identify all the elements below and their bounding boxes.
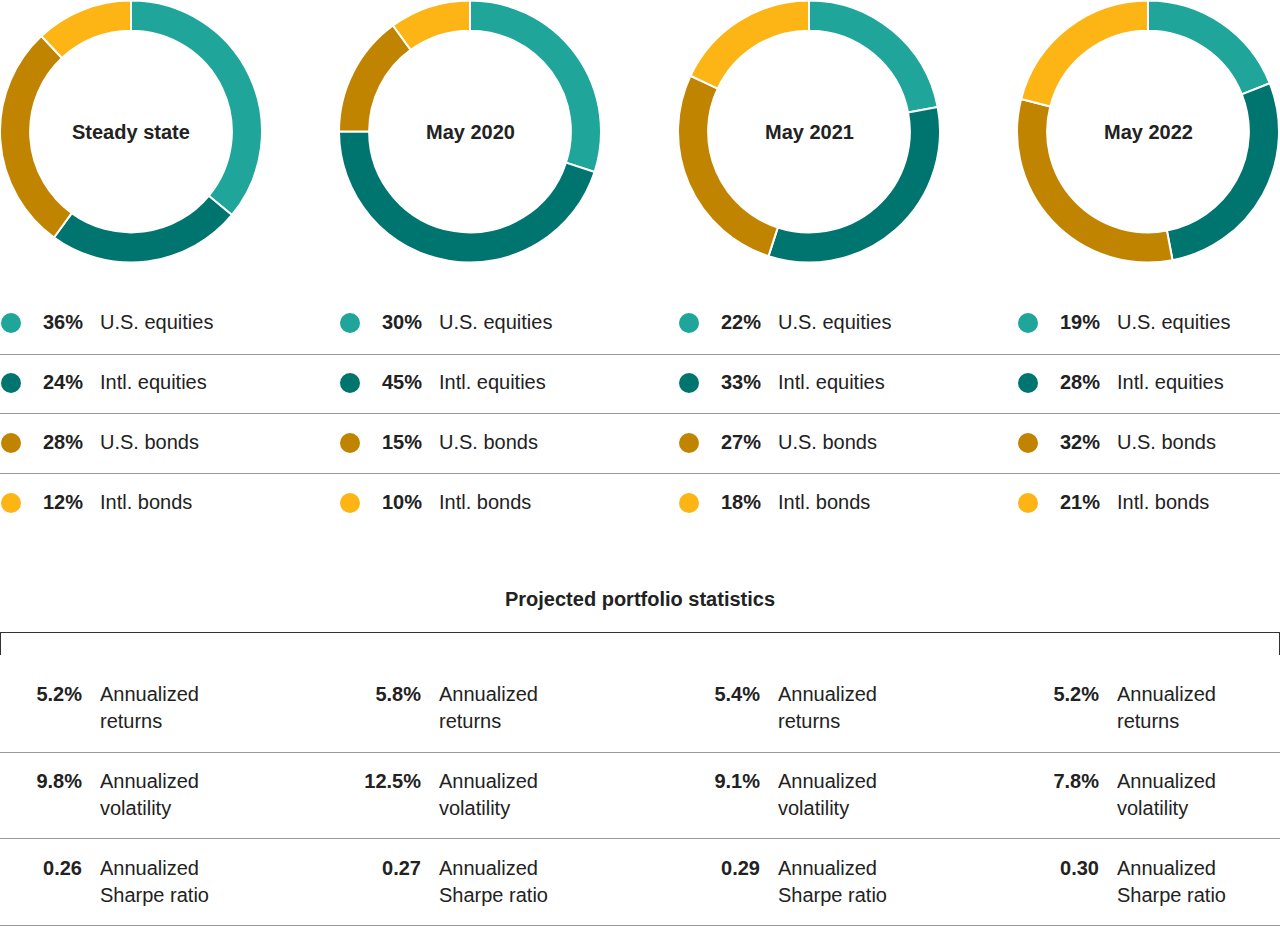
- html-text:5.4%: 5.4%: [714, 683, 760, 705]
- html-text:Annualized returns: Annualized returns: [1117, 683, 1216, 732]
- html-text:U.S. equities: U.S. equities: [439, 311, 553, 333]
- html-text:Annualized volatility: Annualized volatility: [778, 770, 877, 819]
- html-text:12.5%: 12.5%: [364, 770, 421, 792]
- html-text:28%: 28%: [1060, 371, 1100, 393]
- html-text:Annualized Sharpe ratio: Annualized Sharpe ratio: [778, 857, 887, 906]
- html-text:9.8%: 9.8%: [36, 770, 82, 792]
- html-text:Annualized returns: Annualized returns: [778, 683, 877, 732]
- html-text:22%: 22%: [721, 311, 761, 333]
- html-text:5.2%: 5.2%: [36, 683, 82, 705]
- html-text:0.26: 0.26: [43, 857, 82, 879]
- html-text:19%: 19%: [1060, 311, 1100, 333]
- html-text:24%: 24%: [43, 371, 83, 393]
- svg-text:May 2020: May 2020: [426, 121, 515, 143]
- svg-text:May 2021: May 2021: [765, 121, 854, 143]
- html-text:18%: 18%: [721, 491, 761, 513]
- html-text:0.29: 0.29: [721, 857, 760, 879]
- html-text:Intl. equities: Intl. equities: [778, 371, 885, 393]
- svg-text:May 2022: May 2022: [1104, 121, 1193, 143]
- html-text:Projected portfolio statistics: Projected portfolio statistics: [505, 588, 775, 610]
- html-text:15%: 15%: [382, 431, 422, 453]
- html-text:Annualized returns: Annualized returns: [100, 683, 199, 732]
- html-text:12%: 12%: [43, 491, 83, 513]
- html-text:36%: 36%: [43, 311, 83, 333]
- html-text:27%: 27%: [721, 431, 761, 453]
- svg-text:Steady state: Steady state: [72, 121, 190, 143]
- html-text:0.30: 0.30: [1060, 857, 1099, 879]
- html-text:Annualized volatility: Annualized volatility: [1117, 770, 1216, 819]
- html-text:U.S. bonds: U.S. bonds: [1117, 431, 1216, 453]
- html-text:Annualized Sharpe ratio: Annualized Sharpe ratio: [1117, 857, 1226, 906]
- html-text:Annualized Sharpe ratio: Annualized Sharpe ratio: [439, 857, 548, 906]
- html-text:U.S. equities: U.S. equities: [100, 311, 214, 333]
- html-text:0.27: 0.27: [382, 857, 421, 879]
- html-text:30%: 30%: [382, 311, 422, 333]
- html-text:10%: 10%: [382, 491, 422, 513]
- html-text:Annualized Sharpe ratio: Annualized Sharpe ratio: [100, 857, 209, 906]
- html-text:9.1%: 9.1%: [714, 770, 760, 792]
- html-text:U.S. equities: U.S. equities: [1117, 311, 1231, 333]
- html-text:Annualized returns: Annualized returns: [439, 683, 538, 732]
- html-text:45%: 45%: [382, 371, 422, 393]
- html-text:5.8%: 5.8%: [375, 683, 421, 705]
- html-text:32%: 32%: [1060, 431, 1100, 453]
- html-text:Intl. equities: Intl. equities: [1117, 371, 1224, 393]
- html-text:U.S. bonds: U.S. bonds: [778, 431, 877, 453]
- html-text:U.S. equities: U.S. equities: [778, 311, 892, 333]
- html-text:Annualized volatility: Annualized volatility: [100, 770, 199, 819]
- html-text:7.8%: 7.8%: [1053, 770, 1099, 792]
- html-text:21%: 21%: [1060, 491, 1100, 513]
- html-text:Intl. bonds: Intl. bonds: [100, 491, 193, 513]
- html-text:Intl. bonds: Intl. bonds: [439, 491, 532, 513]
- html-text:Intl. equities: Intl. equities: [100, 371, 207, 393]
- html-text:Intl. equities: Intl. equities: [439, 371, 546, 393]
- html-text:Annualized volatility: Annualized volatility: [439, 770, 538, 819]
- html-text:U.S. bonds: U.S. bonds: [100, 431, 199, 453]
- html-text:33%: 33%: [721, 371, 761, 393]
- html-text:Intl. bonds: Intl. bonds: [1117, 491, 1210, 513]
- html-text:5.2%: 5.2%: [1053, 683, 1099, 705]
- html-text:28%: 28%: [43, 431, 83, 453]
- html-text:U.S. bonds: U.S. bonds: [439, 431, 538, 453]
- html-text:Intl. bonds: Intl. bonds: [778, 491, 871, 513]
